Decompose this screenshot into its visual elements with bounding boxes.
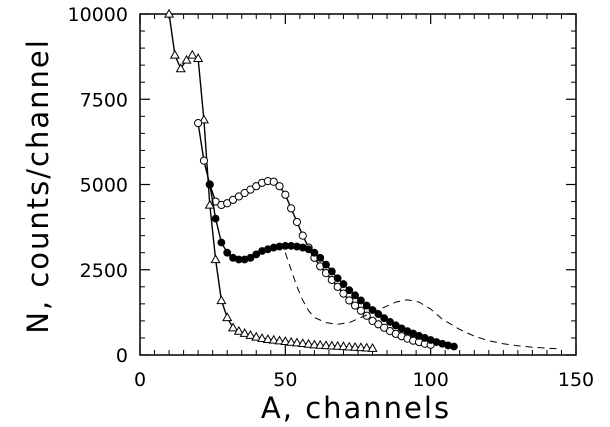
series-line [197,122,431,346]
data-point [211,214,220,223]
data-point [262,334,273,343]
series-layer [164,8,562,352]
data-point [175,63,186,73]
data-point [320,340,332,350]
data-point [246,253,255,262]
data-point [198,114,210,124]
data-point [326,340,337,350]
data-point [193,53,204,62]
data-point [310,248,319,257]
triangle-series [164,8,378,352]
data-point [332,340,343,350]
data-point [251,331,262,341]
y-tick-label: 2500 [80,260,128,282]
series-line [284,252,562,350]
data-point [292,217,302,227]
x-axis-label: A, channels [261,391,451,425]
data-point [280,336,291,346]
data-point [252,250,261,259]
data-point [339,280,348,288]
data-point [298,231,307,240]
data-point [345,296,354,305]
x-tick-label: 50 [273,369,297,391]
x-tick-label: 100 [413,369,449,391]
open-circle-series [194,119,435,349]
data-point [286,336,297,346]
x-tick-label: 0 [134,369,146,391]
data-point [355,342,366,352]
data-point [350,341,361,351]
data-point [275,182,284,191]
data-point [281,190,290,199]
data-point [204,199,215,209]
data-point [316,253,325,262]
data-point [315,339,326,349]
data-point [361,342,372,352]
x-tick-label: 150 [558,369,594,391]
data-point [222,312,233,322]
data-point [350,301,360,310]
data-point [287,204,296,213]
data-point [327,267,336,276]
data-point [216,295,227,305]
y-tick-label: 0 [116,345,128,367]
data-point [356,306,366,315]
data-point [169,49,180,59]
data-point [164,8,175,18]
data-point [333,274,342,283]
data-point [268,334,279,344]
data-point [194,119,203,128]
dashed-series [284,252,562,350]
data-point [362,301,371,310]
data-point [304,245,313,254]
data-point [338,341,349,351]
series-line [209,184,455,348]
data-point [344,341,355,351]
data-point [274,335,285,345]
data-point [386,318,394,326]
data-point [205,180,214,189]
data-point [291,337,303,347]
y-tick-label: 7500 [80,89,128,111]
data-point [367,342,378,352]
data-point [227,322,239,332]
data-point [257,333,268,342]
data-point [269,177,278,186]
data-point [245,330,256,339]
data-point [380,314,389,323]
data-point [450,342,458,351]
data-point [217,238,226,247]
data-point [339,289,348,298]
data-point [233,325,244,335]
data-point [297,338,308,348]
filled-circle-series [205,180,458,351]
y-tick-label: 10000 [68,4,128,26]
data-point [187,49,198,59]
y-tick-label: 5000 [80,175,128,197]
data-point [345,286,354,295]
data-point [210,254,221,264]
data-point [223,248,232,257]
data-point [391,321,400,330]
data-point [357,296,365,305]
data-point [181,54,192,64]
data-point [199,156,209,165]
data-point [374,310,383,318]
data-point [309,339,320,349]
data-point [362,311,371,320]
data-point [303,338,314,348]
tick-labels: 0 50 100 150 0 2500 5000 7500 10000 [68,4,595,391]
data-point [239,327,250,337]
y-axis-label: N, counts/channel [21,38,55,334]
data-point [351,291,359,300]
data-point [322,260,330,269]
